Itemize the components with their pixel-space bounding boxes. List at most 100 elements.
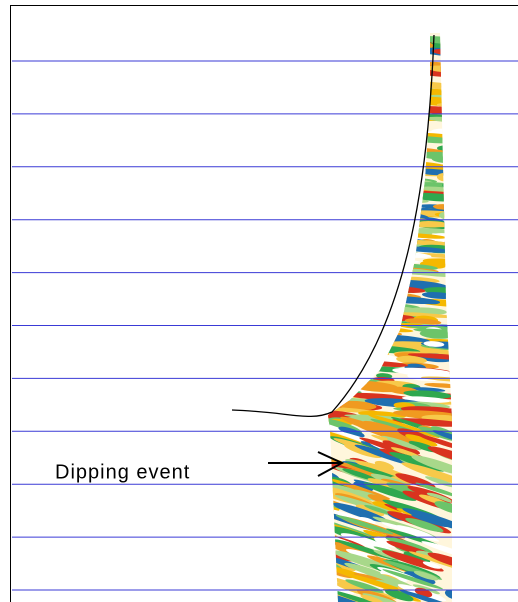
amplitude-blob <box>351 151 375 157</box>
amplitude-blob <box>327 101 400 111</box>
amplitude-blob <box>327 72 375 80</box>
amplitude-blob <box>333 292 358 299</box>
amplitude-blob <box>394 189 412 195</box>
amplitude-blob <box>344 159 395 171</box>
amplitude-blob <box>307 47 345 56</box>
amplitude-blob <box>345 67 406 78</box>
amplitude-blob <box>302 75 363 86</box>
amplitude-blob <box>305 323 353 331</box>
amplitude-blob <box>330 280 356 288</box>
amplitude-blob <box>325 150 378 159</box>
amplitude-blob <box>416 70 466 78</box>
amplitude-blob <box>319 124 376 136</box>
amplitude-blob <box>363 276 404 288</box>
amplitude-blob <box>337 77 377 85</box>
amplitude-blob <box>322 50 388 59</box>
amplitude-blob <box>335 140 380 148</box>
amplitude-blob <box>327 297 351 307</box>
amplitude-blob <box>322 187 367 197</box>
amplitude-blob <box>356 344 376 350</box>
amplitude-blob <box>333 331 395 344</box>
amplitude-blob <box>346 34 420 45</box>
amplitude-blob <box>340 193 398 205</box>
amplitude-blob <box>325 289 374 300</box>
amplitude-blob <box>362 272 397 281</box>
amplitude-blob <box>319 195 349 204</box>
amplitude-blob <box>326 121 386 131</box>
amplitude-blob <box>338 361 373 368</box>
amplitude-blob <box>385 256 412 263</box>
amplitude-blob <box>316 113 359 120</box>
amplitude-blob <box>374 265 391 272</box>
amplitude-blob <box>310 289 379 301</box>
amplitude-blob <box>331 36 380 44</box>
amplitude-blob <box>322 246 377 254</box>
amplitude-blob <box>360 130 392 141</box>
arrow <box>268 452 342 476</box>
amplitude-blob <box>312 331 345 341</box>
amplitude-blob <box>316 102 348 111</box>
amplitude-blob <box>382 61 425 71</box>
amplitude-blob <box>353 79 389 90</box>
amplitude-blob <box>343 70 409 80</box>
amplitude-blob <box>306 168 369 178</box>
amplitude-blob <box>328 232 355 242</box>
amplitude-blob <box>354 111 370 120</box>
amplitude-blob <box>340 190 370 200</box>
amplitude-blob <box>351 156 392 167</box>
amplitude-blob <box>343 75 380 85</box>
amplitude-blob <box>342 240 366 251</box>
amplitude-blob <box>340 115 411 128</box>
amplitude-blob <box>368 157 391 166</box>
amplitude-blob <box>325 61 346 68</box>
amplitude-blob <box>363 138 417 150</box>
amplitude-blob <box>326 227 354 233</box>
amplitude-blob <box>393 121 417 129</box>
amplitude-blob <box>302 378 359 387</box>
amplitude-blob <box>391 209 414 219</box>
amplitude-blob <box>370 208 419 218</box>
annotation-label: Dipping event <box>55 461 190 483</box>
amplitude-blob <box>324 274 389 284</box>
amplitude-blob <box>339 94 392 105</box>
amplitude-blob <box>295 373 357 383</box>
amplitude-blob <box>311 78 371 86</box>
amplitude-blob <box>354 61 425 72</box>
amplitude-blob <box>318 75 359 84</box>
amplitude-blob <box>368 170 409 182</box>
amplitude-blob <box>346 280 399 289</box>
amplitude-blob <box>328 217 359 225</box>
amplitude-blob <box>379 220 396 229</box>
amplitude-blob <box>290 297 366 310</box>
amplitude-blob <box>444 145 461 153</box>
amplitude-blob <box>446 121 463 127</box>
amplitude-blob <box>415 46 487 59</box>
amplitude-blob <box>376 218 394 228</box>
amplitude-blob <box>330 223 385 236</box>
amplitude-blob <box>328 81 382 94</box>
amplitude-blob <box>333 153 357 162</box>
amplitude-blob <box>364 30 414 39</box>
amplitude-blob <box>314 265 344 271</box>
amplitude-blob <box>363 312 391 318</box>
amplitude-blob <box>442 182 459 190</box>
amplitude-blob <box>326 172 399 181</box>
amplitude-blob <box>385 93 404 99</box>
amplitude-blob <box>332 269 404 283</box>
amplitude-blob <box>343 270 376 281</box>
amplitude-blob <box>347 305 369 314</box>
amplitude-blob <box>396 34 429 45</box>
amplitude-blob <box>388 47 406 54</box>
amplitude-blob <box>310 311 370 324</box>
amplitude-blob <box>396 40 451 49</box>
amplitude-blob <box>324 85 349 95</box>
seismic-figure: Dipping event <box>0 0 518 602</box>
amplitude-blob <box>317 277 363 287</box>
amplitude-blob <box>416 81 480 90</box>
amplitude-blob <box>330 148 354 158</box>
amplitude-blob <box>306 358 362 368</box>
amplitude-blob <box>323 107 386 116</box>
amplitude-blob <box>320 231 382 242</box>
amplitude-blob <box>337 252 368 260</box>
amplitude-blob <box>312 191 373 199</box>
